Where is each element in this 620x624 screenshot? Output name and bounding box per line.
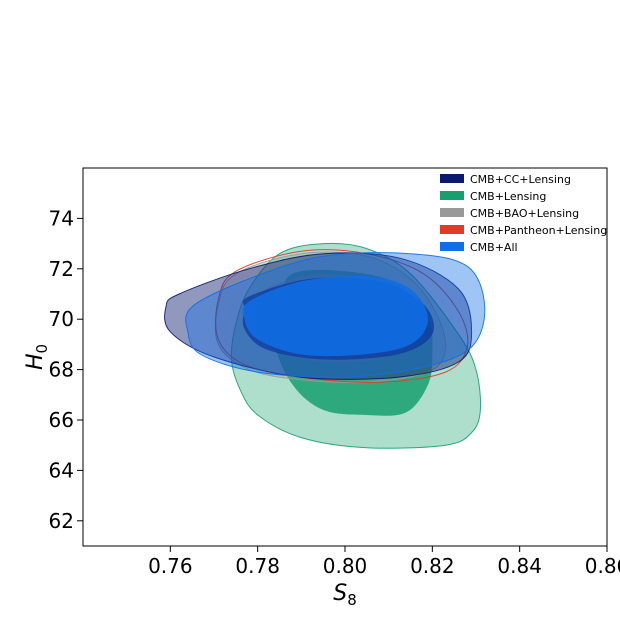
- y-tick-label: 72: [49, 257, 74, 281]
- contour-inner-cmb-all: [242, 276, 428, 357]
- legend-label-cmb-pantheon-lensing: CMB+Pantheon+Lensing: [470, 224, 607, 237]
- y-axis: 62 64 66 68 70 72 74: [49, 206, 83, 533]
- x-tick-label: 0.76: [148, 554, 193, 578]
- legend-label-cmb-bao-lensing: CMB+BAO+Lensing: [470, 207, 579, 220]
- y-tick-label: 68: [49, 358, 74, 382]
- x-tick-label: 0.84: [497, 554, 542, 578]
- y-tick-label: 66: [49, 408, 74, 432]
- legend-swatch-cmb-lensing: [440, 191, 464, 200]
- x-tick-label: 0.86: [585, 554, 620, 578]
- legend-label-cmb-lensing: CMB+Lensing: [470, 190, 546, 203]
- x-tick-label: 0.82: [410, 554, 455, 578]
- contour-layer: [164, 242, 486, 449]
- legend-label-cmb-cc-lensing: CMB+CC+Lensing: [470, 173, 571, 186]
- legend-swatch-cmb-bao-lensing: [440, 208, 464, 217]
- y-tick-label: 74: [49, 206, 74, 230]
- x-axis-label: S8: [333, 581, 357, 609]
- x-axis: 0.76 0.78 0.80 0.82 0.84 0.86: [148, 546, 620, 578]
- y-tick-label: 70: [49, 307, 74, 331]
- legend-swatch-cmb-cc-lensing: [440, 174, 464, 183]
- x-tick-label: 0.80: [323, 554, 368, 578]
- legend-swatch-cmb-all: [440, 242, 464, 251]
- y-tick-label: 64: [49, 458, 74, 482]
- y-axis-label: H0: [23, 344, 51, 370]
- y-tick-label: 62: [49, 509, 74, 533]
- legend-swatch-cmb-pantheon-lensing: [440, 225, 464, 234]
- legend-label-cmb-all: CMB+All: [470, 241, 518, 254]
- legend: CMB+CC+Lensing CMB+Lensing CMB+BAO+Lensing…: [440, 173, 607, 254]
- x-tick-label: 0.78: [235, 554, 280, 578]
